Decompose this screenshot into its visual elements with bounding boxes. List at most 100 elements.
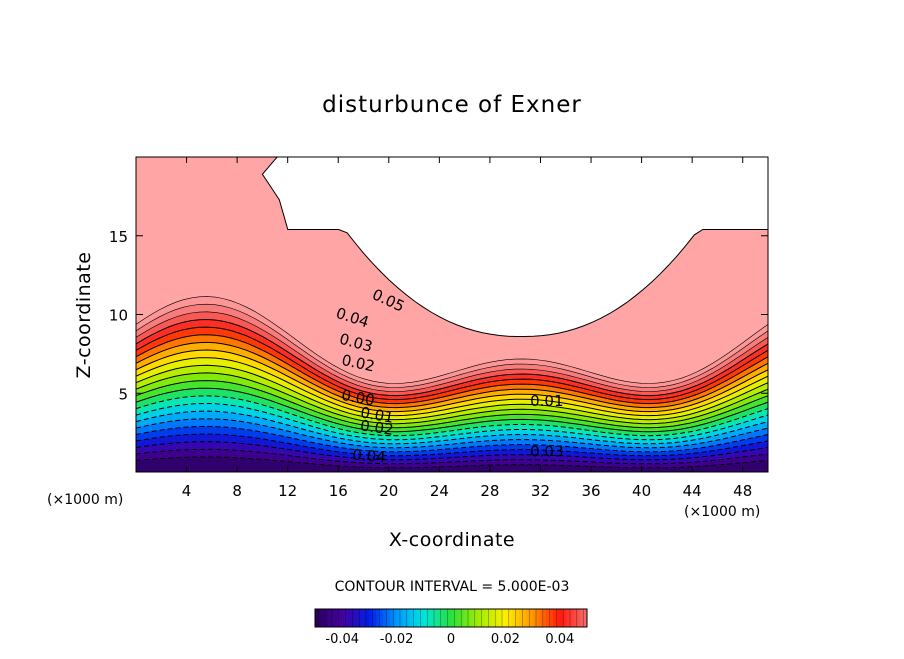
y-tick-label: 15 [109,228,128,246]
colorbar-strip [427,609,431,627]
colorbar-strip [437,609,442,627]
colorbar-strip [566,609,571,627]
colorbar-strip [474,609,479,627]
contour-label: 0.01 [359,403,395,427]
colorbar-tick-label: 0 [447,632,455,647]
contour-line [136,433,768,457]
contour-line [136,303,768,388]
contour-line [136,380,768,429]
x-tick-label: 16 [329,482,348,500]
colorbar-strip [413,609,418,627]
contour-line [136,395,768,437]
colorbar-strip [342,609,346,627]
colorbar-strip [570,609,574,627]
colorbar-strip [321,609,326,627]
x-tick-label: 20 [379,482,398,500]
contour-line [136,372,768,425]
colorbar-strip [420,609,425,627]
colorbar-strip [576,609,581,627]
contour-line [136,418,768,449]
colorbar-strip [386,609,391,627]
colorbar-strip [434,609,438,627]
colorbar-strip [325,609,329,627]
contour-line [136,387,768,433]
colorbar-strip [454,609,459,627]
colorbar-strip [403,609,408,627]
y-tick-label: 10 [109,307,128,325]
colorbar-strip [318,609,323,627]
contour-line [136,334,768,405]
colorbar-strip [546,609,550,627]
contour-line [136,448,768,465]
colorbar-strip [491,609,496,627]
x-tick-label: 4 [182,482,192,500]
colorbar-strip [478,609,482,627]
colorbar-strip [379,609,384,627]
colorbar-strip [559,609,564,627]
colorbar-strip [522,609,527,627]
colorbar-strip [502,609,506,627]
contour-line [136,410,768,445]
colorbar-strip [410,609,414,627]
colorbar-strip [468,609,472,627]
colorbar-strip [352,609,357,627]
x-axis-title: X-coordinate [389,529,515,551]
colorbar-tick-label: -0.02 [380,632,414,647]
colorbar-strip [376,609,380,627]
colorbar-strip [536,609,540,627]
x-tick-label: 28 [480,482,499,500]
colorbar-strip [383,609,387,627]
contour-line [136,441,768,461]
colorbar-strip [393,609,397,627]
colorbar-strip [505,609,510,627]
colorbar-tick-label: -0.04 [325,632,359,647]
colorbar-strip [583,609,588,627]
colorbar-strip [332,609,336,627]
colorbar-strip [525,609,530,627]
colorbar-strip [553,609,557,627]
colorbar-strip [481,609,486,627]
colorbar-strip [359,609,363,627]
contour-lines [136,296,768,469]
colorbar-strip [389,609,394,627]
colorbar-strip [355,609,360,627]
chart-title: disturbunce of Exner [322,92,582,118]
colorbar-strip [349,609,353,627]
colorbar-strip [372,609,377,627]
contour-line [136,425,768,453]
fill-band [136,457,768,472]
colorbar-strip [430,609,435,627]
contour-label: 0.02 [359,416,395,438]
contour-label: 0.03 [530,442,563,460]
x-unit-right: (×1000 m) [684,504,760,520]
colorbar [314,608,588,628]
x-tick-label: 24 [430,482,449,500]
colorbar-strip [580,609,584,627]
x-tick-label: 44 [683,482,702,500]
contour-plot-area: 0.050.040.030.020.000.010.020.040.010.03 [136,157,768,472]
x-tick-label: 48 [733,482,752,500]
x-tick-label: 12 [278,482,297,500]
colorbar-frame [314,608,588,628]
contour-label: 0.04 [352,446,387,467]
contour-interval-label: CONTOUR INTERVAL = 5.000E-03 [335,579,570,595]
contour-line [136,318,768,397]
colorbar-strip [508,609,513,627]
colorbar-strip [345,609,350,627]
colorbar-strip [315,609,319,627]
contour-line [136,296,768,384]
colorbar-strip [366,609,370,627]
x-tick-label: 32 [531,482,550,500]
contour-line [136,364,768,421]
colorbar-strip [406,609,411,627]
colorbar-strip [400,609,404,627]
colorbar-strip [464,609,469,627]
colorbar-strip [529,609,533,627]
colorbar-strip [417,609,421,627]
contour-line [136,341,768,409]
colorbar-ticks: -0.04 -0.02 0 0.02 0.04 [325,632,574,647]
colorbar-strip [515,609,520,627]
colorbar-strip [471,609,476,627]
x-tick-label: 36 [581,482,600,500]
